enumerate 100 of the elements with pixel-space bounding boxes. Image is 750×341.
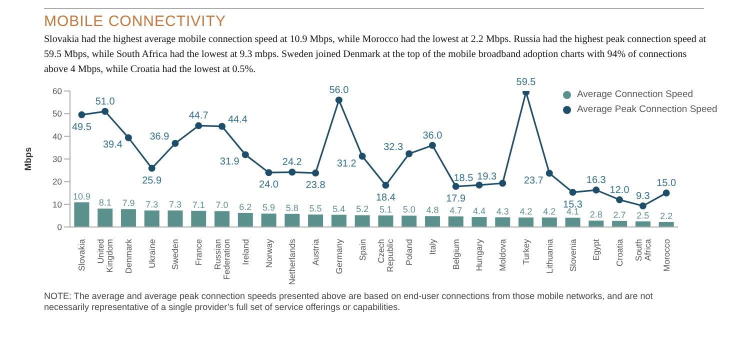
data-label: 36.9 [150,131,170,142]
data-label: 7.3 [168,199,182,210]
y-tick-label: 20 [52,176,62,187]
data-label: 4.2 [543,206,556,216]
data-label: 15.0 [656,178,676,189]
bar [588,220,604,227]
data-label: 23.7 [524,175,544,186]
x-tick-label: Ukraine [146,238,157,268]
bar [495,217,510,227]
x-tick-label: Sweden [170,238,180,270]
point [148,164,156,172]
data-label: 32.3 [384,142,404,153]
x-tick-label: Slovenia [568,238,578,272]
x-tick-label: Poland [404,238,414,266]
data-label: 12.0 [610,184,630,196]
bar [472,217,487,227]
bar [565,218,580,227]
point [78,111,86,118]
point [218,122,226,130]
legend-label: Average Connection Speed [576,89,694,100]
point [358,152,366,160]
x-tick-label: Croatia [614,238,625,266]
data-label: 24.2 [282,157,302,168]
x-tick-label: Egypt [591,238,602,261]
chart-subtitle: Slovakia had the highest average mobile connection speed at 10.9 Mbps, while Morocco had the lowest at 2.2 Mbps. Russia had the highest peak connection speed at 59.5 Mbps, while South Africa had the lowest at 9.3 mbps. Sweden joined Denmark at the top of the mobile broadband adoption charts with 94% of connections above 4 Mbps, while Croatia had the lowest at 0.5%. [44,33,708,77]
data-label: 2.2 [660,211,673,222]
point [476,182,483,189]
point [124,134,132,142]
point [242,151,249,158]
x-tick-label: Netherlands [287,239,298,285]
point [616,196,624,204]
data-label: 25.9 [142,175,162,186]
x-tick-label: Turkey [521,238,531,265]
y-tick-label: 40 [52,131,62,142]
bar [424,216,440,227]
point [546,170,553,177]
bar [214,211,230,227]
data-label: 8.1 [98,198,112,208]
bar [144,210,160,227]
x-tick-label: South Africa [633,238,652,262]
data-label: 39.4 [102,140,123,151]
data-label: 44.4 [228,114,248,126]
x-tick-label: Russian Federation [212,238,232,280]
data-label: 2.5 [636,210,650,220]
bar [261,214,276,227]
data-label: 5.5 [309,204,322,214]
x-tick-label: Austria [310,238,321,266]
x-tick-label: France [194,238,204,266]
x-tick-label: Hungary [474,238,484,272]
chart-title: MOBILE CONNECTIVITY [44,13,228,30]
data-label: 4.3 [496,206,509,216]
point [288,168,296,176]
point [382,182,390,189]
bar [518,217,534,227]
bar [238,212,253,227]
bar [284,214,300,227]
data-label: 5.8 [286,202,298,213]
x-tick-label: United Kingdom [96,238,115,273]
data-label: 5.4 [332,204,346,214]
data-label: 5.2 [356,204,369,214]
point [102,108,109,115]
data-label: 7.3 [146,199,158,210]
y-tick-label: 50 [52,108,62,119]
bar [74,202,90,227]
data-label: 10.9 [72,191,90,202]
data-label: 4.1 [566,206,580,217]
data-label: 31.2 [336,158,357,170]
bar [331,214,346,227]
point [639,202,646,210]
data-label: 6.2 [239,202,252,212]
bar [191,210,206,227]
data-label: 23.8 [306,180,326,192]
bar [378,215,394,227]
legend-label: Average Peak Connection Speed [576,104,718,115]
point [428,142,436,149]
point [265,169,272,176]
y-tick-label: 30 [52,154,62,164]
x-tick-label: Moldova [498,238,508,272]
bar [402,216,417,227]
data-label: 56.0 [329,85,350,96]
data-label: 16.3 [586,175,606,186]
bar [354,215,370,227]
y-tick-label: 60 [52,86,62,96]
data-label: 51.0 [95,96,116,108]
data-label: 7.0 [216,200,228,210]
data-label: 31.9 [220,156,240,168]
data-label: 18.4 [376,192,396,204]
point [499,180,506,187]
x-tick-label: Italy [427,238,438,255]
x-tick-label: Denmark [123,238,134,274]
y-axis-title: Mbps [23,147,34,171]
x-tick-label: Ireland [240,238,250,265]
x-tick-label: Morocco [661,238,672,272]
x-tick-label: Spain [357,238,368,261]
point [662,190,670,196]
point [569,188,576,196]
y-tick-label: 10 [52,199,62,210]
bar [308,214,324,227]
data-label: 9.3 [636,190,650,202]
point [312,170,320,177]
